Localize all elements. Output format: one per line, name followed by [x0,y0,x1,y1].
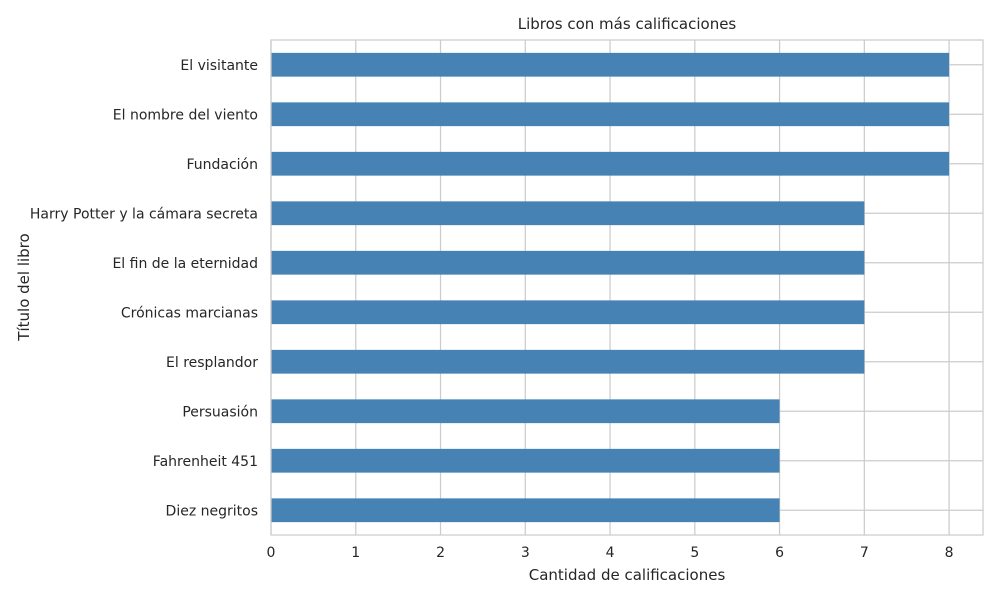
bar [271,250,865,275]
plot-frame [270,39,984,536]
bar [271,201,865,226]
y-tick-label: Fahrenheit 451 [153,454,258,470]
x-tick-labels: 0 1 2 3 4 5 6 7 8 [267,545,954,561]
bar [271,300,865,325]
x-tick-label: 1 [351,545,360,561]
y-tick-label: Diez negritos [166,503,258,519]
y-tick-label: Crónicas marcianas [121,305,258,321]
bar [271,349,865,374]
y-tick-label: El fin de la eternidad [112,256,258,272]
chart-title: Libros con más calificaciones [518,15,737,33]
x-tick-label: 6 [775,545,784,561]
x-tick-label: 5 [690,545,699,561]
bar [271,399,780,424]
x-tick-label: 7 [860,545,869,561]
bar [271,448,780,473]
bar [271,102,950,127]
y-tick-label: Harry Potter y la cámara secreta [30,206,258,222]
y-tick-label: El visitante [180,58,258,74]
y-tick-label: Fundación [186,157,258,173]
y-tick-label: El resplandor [166,355,258,371]
y-tick-label: Persuasión [182,404,258,420]
y-tick-labels: El visitante El nombre del viento Fundació… [30,58,258,520]
y-axis-label: Título del libro [15,233,33,341]
x-tick-label: 4 [606,545,615,561]
bar [271,498,780,523]
bar [271,151,950,176]
x-tick-label: 0 [267,545,276,561]
bar [271,52,950,77]
x-tick-label: 8 [945,545,954,561]
x-tick-label: 2 [436,545,445,561]
bars [271,52,950,523]
y-tick-label: El nombre del viento [113,107,258,123]
x-tick-label: 3 [521,545,530,561]
x-axis-label: Cantidad de calificaciones [529,566,726,584]
